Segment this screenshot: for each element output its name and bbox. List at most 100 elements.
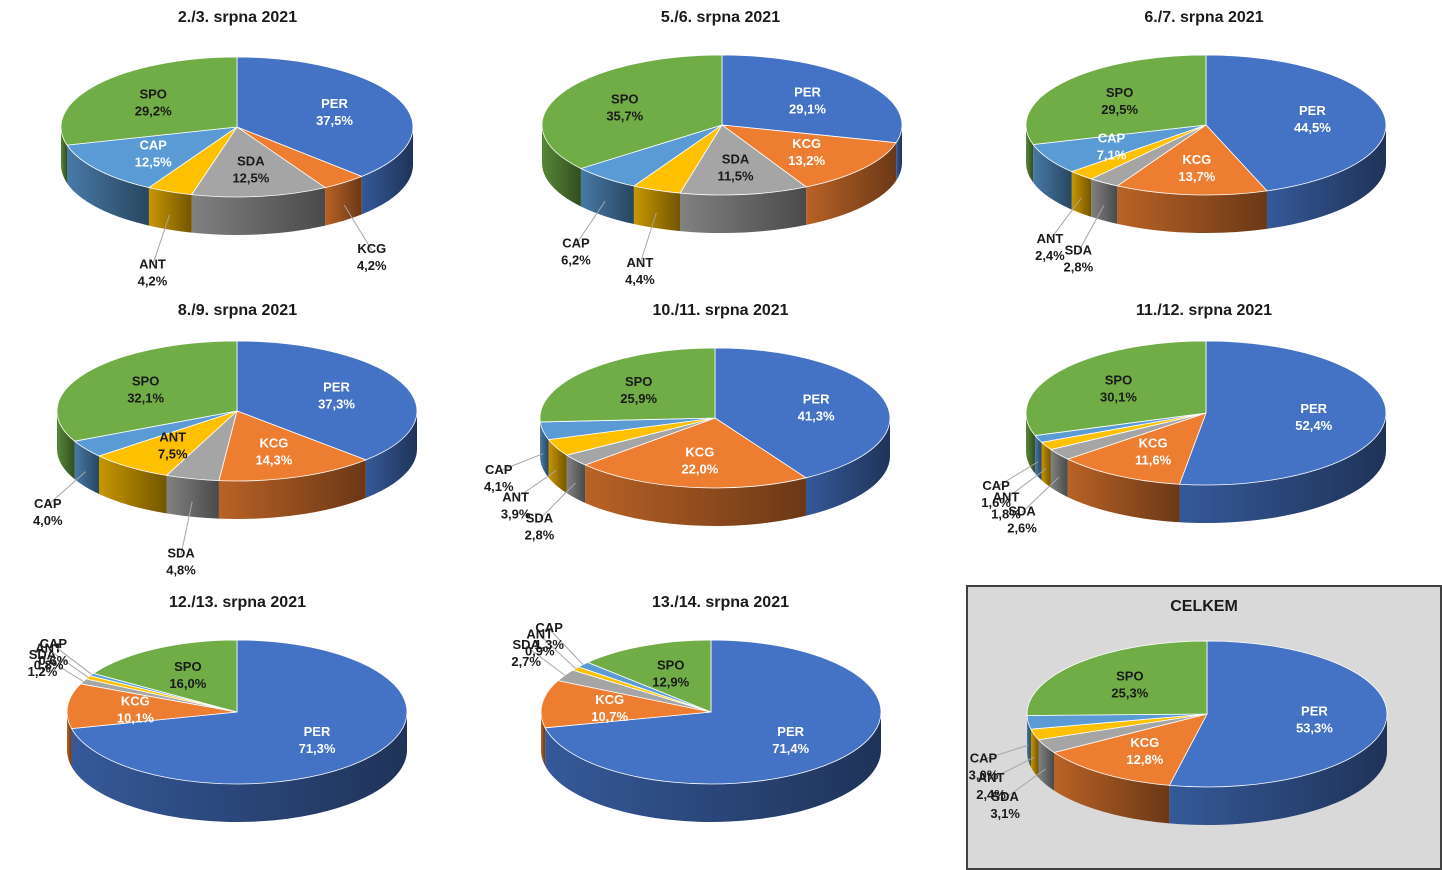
leader-line [525, 645, 566, 676]
slice-label-value: 29,5% [1101, 102, 1138, 117]
pie-slice-per [236, 56, 414, 177]
slice-label-value: 25,3% [1111, 685, 1148, 700]
slice-label-name: KCG [792, 136, 821, 151]
pie-side-spo [57, 411, 75, 480]
pie-side-kcg [67, 712, 72, 767]
slice-label-name: KCG [685, 445, 714, 460]
pie-slice-spo [1025, 340, 1207, 436]
slice-label-name: SDA [167, 545, 195, 560]
slice-label-name: ANT [627, 255, 654, 270]
pie-side-cap [74, 441, 100, 494]
pie-side-per [1179, 413, 1386, 523]
pie-svg: PER 37,3% KCG 14,3% SDA 4,8% ANT 7,5% CAP 4,0% SPO… [33, 340, 418, 578]
pie-slice-spo [539, 347, 716, 423]
slice-label-name: PER [321, 96, 348, 111]
slice-label-name: KCG [357, 241, 386, 256]
leader-line [1021, 476, 1060, 513]
pie-side-per [1266, 125, 1386, 229]
slice-label-value: 71,4% [772, 741, 809, 756]
pie-top [56, 340, 418, 482]
leader-line [1077, 205, 1105, 252]
slice-label-value: 44,5% [1294, 120, 1331, 135]
pie-svg: PER 37,5% KCG 4,2% SDA 12,5% ANT 4,2% CAP 12,5% SP… [60, 56, 414, 288]
slice-label-name: ANT [993, 490, 1020, 505]
slice-label-value: 12,8% [1126, 752, 1163, 767]
slice-label-name: SDA [1008, 503, 1036, 518]
slice-label-name: ANT [139, 256, 166, 271]
slice-label-value: 22,0% [681, 462, 718, 477]
chart-title: 2./3. srpna 2021 [177, 9, 298, 26]
chart-title: 12./13. srpna 2021 [169, 594, 306, 611]
slice-label-value: 25,9% [620, 391, 657, 406]
pie-top [1025, 54, 1387, 196]
pie-svg: PER 44,5% KCG 13,7% SDA 2,8%ANT 2,4% CAP 7,1% SPO… [1025, 54, 1387, 275]
pie-side-cap [580, 168, 634, 225]
pie-labels: PER 37,3% KCG 14,3% SDA 4,8% ANT 7,5% CAP 4,0% SPO… [33, 374, 355, 578]
slice-label-value: 14,3% [255, 452, 292, 467]
pie-side-ant [1030, 729, 1039, 778]
pie-side-ant [148, 187, 192, 233]
chart-title: 13./14. srpna 2021 [652, 594, 789, 611]
chart-title: 6./7. srpna 2021 [1144, 9, 1264, 26]
leader-line [152, 214, 171, 266]
leader-line [343, 205, 373, 251]
slice-label-value: 11,6% [1135, 453, 1172, 468]
pie-slice-per [721, 54, 903, 144]
leader-line [990, 756, 1035, 780]
slice-label-value: 2,8% [1064, 260, 1094, 275]
pie-side-per [805, 418, 890, 516]
slice-label-value: 4,1% [484, 479, 514, 494]
leader-line [47, 471, 86, 506]
pie-slice-kcg [218, 410, 367, 482]
pie-side-sda [566, 455, 586, 503]
slice-label-name: SDA [526, 510, 554, 525]
slice-label-value: 1,6% [981, 495, 1011, 510]
pie-side-kcg [1117, 185, 1267, 233]
pie-side-cap [1027, 715, 1031, 768]
pie-sides [1026, 125, 1386, 233]
leader-line [515, 469, 557, 500]
pie-slice-kcg [1116, 124, 1268, 196]
pie-side-kcg [218, 459, 366, 519]
chart-title: 8./9. srpna 2021 [177, 302, 298, 319]
pie-side-sda [680, 186, 807, 233]
slice-label-name: PER [803, 392, 830, 407]
pie-slice-per [236, 340, 418, 461]
chart-panel-8: 13./14. srpna 2021 PER 71,4% KCG 10,7% SDA 2,… [483, 585, 958, 870]
pie-side-sda [1091, 178, 1118, 224]
slice-label-name: ANT [35, 641, 62, 656]
slice-label-value: 0,8% [34, 658, 64, 673]
pie-labels: PER 52,4% KCG 11,6% SDA 2,6% ANT 1,8% CAP 1,6% SPO… [981, 373, 1332, 536]
pie-svg: PER 41,3% KCG 22,0% SDA 2,8% ANT 3,9% CAP 4,1% SPO… [484, 347, 891, 542]
slice-label-name: CAP [139, 138, 167, 153]
leader-line [995, 461, 1039, 488]
slice-label-value: 0,6% [39, 653, 69, 668]
pie-side-kcg [1054, 752, 1170, 824]
slice-label-value: 4,0% [33, 513, 63, 528]
pie-side-spo [1026, 413, 1036, 474]
slice-label-name: CAP [970, 751, 998, 766]
pie-labels: PER 71,4% KCG 10,7% SDA 2,7% ANT 0,9% CAP 1,3% SPO… [511, 620, 809, 756]
slice-label-name: PER [794, 84, 821, 99]
slice-label-value: 35,7% [606, 109, 643, 124]
pie-side-kcg [325, 176, 362, 226]
slice-label-value: 41,3% [798, 409, 835, 424]
pie-top [60, 56, 414, 198]
slice-label-value: 71,3% [299, 741, 336, 756]
pie-side-ant [548, 439, 567, 494]
chart-panel-total: CELKEM PER 53,3% KCG 12,8% SDA 3,1% ANT 2,4% CAP… [966, 585, 1442, 870]
slice-label-value: 52,4% [1295, 418, 1332, 433]
slice-label-name: CAP [40, 636, 68, 651]
pie-slice-spo [541, 54, 723, 169]
leader-line [53, 644, 93, 675]
leader-line [639, 212, 657, 265]
pie-slice-kcg [720, 124, 897, 188]
pie-labels: PER 44,5% KCG 13,7% SDA 2,8%ANT 2,4% CAP 7,1% SPO… [1035, 85, 1331, 275]
slice-label-value: 10,7% [591, 709, 628, 724]
pie-svg: PER 52,4% KCG 11,6% SDA 2,6% ANT 1,8% CAP 1,6% SPO… [981, 340, 1387, 536]
slice-label-name: ANT [526, 626, 553, 641]
chart-panel-7: 12./13. srpna 2021 PER 71,3% KCG 10,1% SDA 1,… [0, 585, 475, 870]
pie-slice-kcg [584, 417, 807, 489]
pie-side-per [361, 127, 413, 215]
